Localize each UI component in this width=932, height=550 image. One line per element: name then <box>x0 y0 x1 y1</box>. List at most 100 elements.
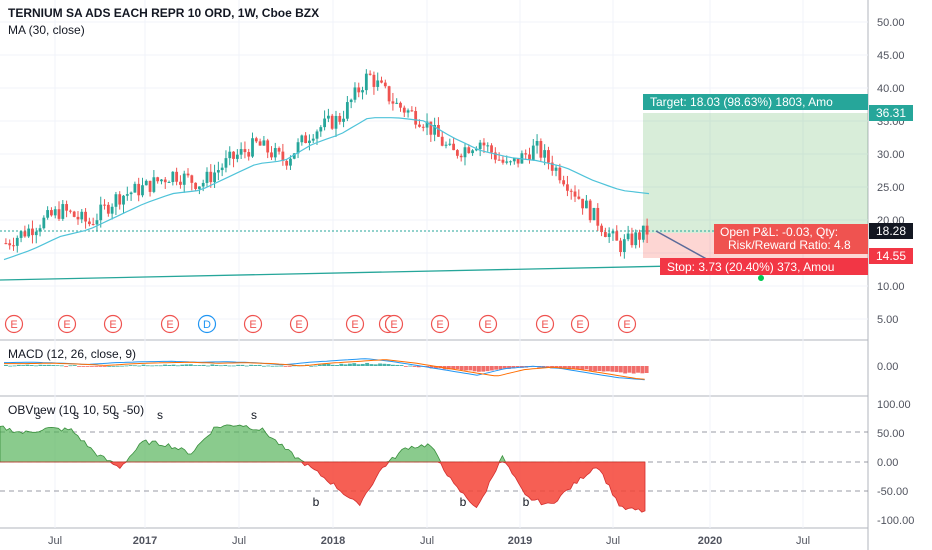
candle-body <box>630 233 634 246</box>
macd-histogram-bar <box>309 365 314 367</box>
price-axis[interactable]: 50.0045.0040.0035.0030.0025.0020.0015.00… <box>877 17 914 527</box>
macd-histogram-bar <box>485 366 490 372</box>
macd-histogram-bar <box>382 363 387 366</box>
macd-histogram-bar <box>434 366 438 369</box>
obv-tick-label: 0.00 <box>877 457 898 469</box>
obv-positive-area <box>0 424 645 463</box>
macd-histogram-bar <box>150 365 155 367</box>
obv-legend: OBVnew (10, 10, 50, -50) <box>8 403 144 417</box>
candle-body <box>596 207 600 226</box>
candle-body <box>12 245 15 247</box>
candle-body <box>137 183 141 196</box>
macd-histogram-bar <box>313 365 318 367</box>
candle-body <box>395 102 399 104</box>
macd-histogram-bar <box>163 364 167 366</box>
candle-body <box>543 150 547 158</box>
candle-body <box>84 211 87 222</box>
candle-body <box>463 147 467 158</box>
candle-body <box>383 82 387 87</box>
candle-body <box>258 141 262 146</box>
macd-histogram-bar <box>90 366 94 367</box>
event-letter: D <box>203 319 211 331</box>
candle-body <box>220 167 224 171</box>
macd-histogram-bar <box>85 366 90 367</box>
candle-body <box>437 125 440 137</box>
macd-histogram-bar <box>227 365 232 367</box>
macd-histogram-bar <box>580 366 585 370</box>
macd-histogram-bar <box>158 365 163 367</box>
macd-histogram-bar <box>494 366 499 370</box>
macd-histogram-bar <box>571 366 576 369</box>
candle-body <box>68 210 72 212</box>
macd-histogram-bar <box>120 365 124 367</box>
candle-body <box>603 232 607 237</box>
earnings-marker[interactable]: E <box>4 314 24 334</box>
macd-histogram-bar <box>459 366 464 371</box>
candle-body <box>311 138 315 141</box>
candle-body <box>588 200 592 221</box>
earnings-marker[interactable]: E <box>289 314 309 334</box>
macd-histogram-bar <box>4 364 8 366</box>
macd-histogram-bar <box>98 366 103 367</box>
candle-body <box>99 204 103 221</box>
candle-body <box>342 118 345 122</box>
earnings-marker[interactable]: E <box>160 314 180 334</box>
earnings-marker[interactable]: E <box>103 314 123 334</box>
macd-histogram-bar <box>270 365 275 367</box>
macd-histogram-bar <box>42 364 47 366</box>
macd-histogram-bar <box>266 365 271 367</box>
candle-body <box>368 73 372 75</box>
candle-body <box>125 194 129 196</box>
earnings-marker[interactable]: E <box>617 314 637 334</box>
obv-signal-marker: b <box>523 495 530 509</box>
macd-histogram-bar <box>446 366 451 370</box>
candle-body <box>266 140 270 153</box>
macd-histogram-bar <box>610 366 615 372</box>
macd-histogram-bar <box>188 364 193 366</box>
macd-histogram-bar <box>8 365 13 367</box>
macd-histogram-bar <box>369 364 374 366</box>
obv-tick-label: -100.00 <box>877 515 914 527</box>
macd-histogram-bar <box>206 365 210 367</box>
earnings-marker[interactable]: E <box>243 314 263 334</box>
time-axis[interactable]: Jul 2017 Jul 2018 Jul 2019 Jul 2020 Jul <box>48 535 810 547</box>
macd-histogram-bar <box>627 366 632 373</box>
events-row: EEEEDEEEEEEEEEE <box>4 314 637 334</box>
candle-body <box>65 204 69 211</box>
candle-body <box>410 110 414 112</box>
time-tick-label: Jul <box>420 535 434 547</box>
candle-body <box>194 182 198 189</box>
candle-body <box>247 152 251 157</box>
candle-body <box>471 150 474 154</box>
candle-body <box>638 232 641 240</box>
earnings-marker[interactable]: E <box>478 314 498 334</box>
macd-histogram-bar <box>558 366 563 369</box>
earnings-marker[interactable]: E <box>384 314 404 334</box>
macd-histogram-bar <box>253 364 258 366</box>
candle-body <box>197 186 201 189</box>
candle-body <box>414 111 418 125</box>
macd-histogram-bar <box>55 365 60 367</box>
candle-body <box>239 149 243 155</box>
candle-body <box>175 171 179 182</box>
macd-histogram-bar <box>64 366 69 367</box>
earnings-marker[interactable]: E <box>430 314 450 334</box>
price-tick-label: 25.00 <box>877 182 905 194</box>
earnings-marker[interactable]: E <box>570 314 590 334</box>
dividend-marker[interactable]: D <box>197 314 217 334</box>
candle-body <box>622 239 626 253</box>
macd-histogram-bar <box>107 365 112 367</box>
candle-body <box>387 86 391 102</box>
earnings-marker[interactable]: E <box>535 314 555 334</box>
candle-body <box>493 152 497 160</box>
macd-histogram-bar <box>51 365 56 366</box>
candle-body <box>216 170 220 173</box>
macd-histogram-bar <box>636 366 640 373</box>
earnings-marker[interactable]: E <box>57 314 77 334</box>
candle-body <box>323 118 327 128</box>
earnings-marker[interactable]: E <box>345 314 365 334</box>
macd-histogram-bar <box>597 366 602 372</box>
candle-body <box>467 147 471 154</box>
macd-histogram-bar <box>343 364 348 366</box>
